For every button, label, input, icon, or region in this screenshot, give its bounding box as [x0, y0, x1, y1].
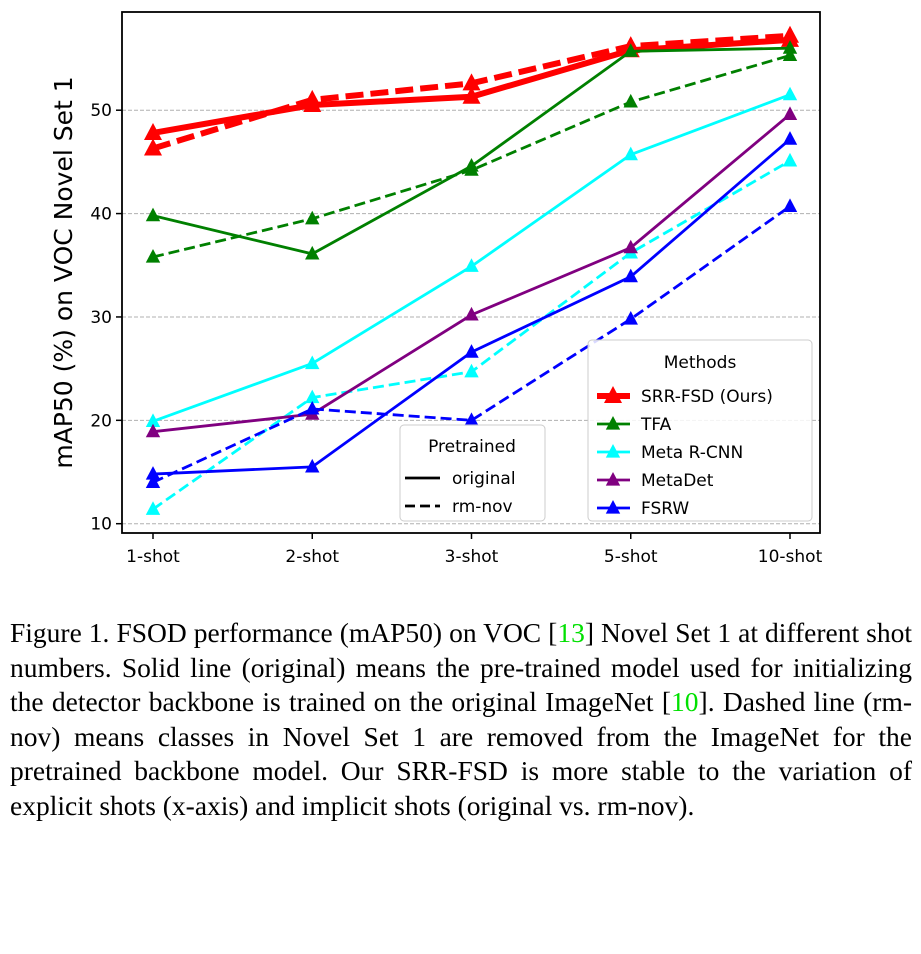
data-point: [623, 239, 638, 254]
plot-frame: [121, 11, 821, 534]
legend-label: original: [452, 469, 516, 489]
data-point: [464, 258, 479, 272]
legend-marker: [605, 472, 621, 486]
x-tick-label: 10-shot: [758, 547, 823, 567]
legend-label: FSRW: [641, 499, 689, 519]
data-point: [305, 400, 320, 415]
data-point: [305, 245, 320, 260]
data-point: [145, 474, 161, 488]
x-tick-label: 5-shot: [604, 547, 658, 567]
data-point: [305, 458, 320, 473]
data-point: [464, 162, 479, 176]
legend-pretrained: Pretrained original rm-nov: [399, 424, 546, 522]
data-point: [782, 86, 798, 101]
citation-link[interactable]: 13: [557, 617, 585, 648]
data-point: [305, 389, 320, 404]
y-tick-label: 20: [90, 411, 112, 431]
x-tick-label: 3-shot: [445, 547, 499, 567]
legend-label: TFA: [640, 415, 672, 435]
data-point: [145, 207, 161, 222]
data-point: [144, 138, 162, 156]
data-point: [782, 131, 798, 145]
data-point: [464, 363, 479, 378]
data-point: [782, 152, 798, 167]
data-point: [782, 47, 798, 62]
legend-marker: [605, 416, 621, 430]
data-point: [144, 122, 162, 140]
data-point: [145, 501, 161, 515]
data-point: [464, 306, 479, 321]
data-point: [782, 40, 798, 54]
data-point: [462, 73, 481, 91]
series-line-fsrw-rm-nov: [152, 205, 791, 484]
figure-caption: Figure 1. FSOD performance (mAP50) on VO…: [10, 616, 912, 823]
legend-box: [587, 339, 813, 522]
x-tick-label: 1-shot: [126, 547, 180, 567]
x-tick-label: 2-shot: [285, 547, 339, 567]
data-point: [623, 311, 638, 325]
legend-box: [399, 424, 546, 522]
caption-text: Figure 1. FSOD performance (mAP50) on VO…: [10, 617, 558, 648]
data-point: [145, 413, 161, 427]
y-axis-label: mAP50 (%) on VOC Novel Set 1: [49, 76, 78, 468]
line-chart: 10 20 30 40 50 1-shot 2-shot 3-shot 5-shot 10-sho…: [49, 11, 823, 567]
y-tick-label: 50: [90, 101, 112, 121]
legend-marker: [604, 386, 622, 403]
legend-label: rm-nov: [452, 497, 513, 517]
legend-marker: [605, 444, 621, 458]
data-point: [464, 344, 479, 358]
legend-marker: [605, 500, 621, 514]
data-point: [145, 423, 161, 438]
y-tick-label: 10: [90, 515, 112, 535]
data-point: [781, 25, 799, 43]
legend-title: Pretrained: [428, 437, 516, 457]
data-point: [305, 210, 320, 225]
data-point: [305, 355, 320, 370]
data-point: [782, 198, 798, 212]
data-point: [464, 412, 479, 426]
data-point: [145, 466, 161, 480]
caption-text: ]. Dashed line (rm-nov) means classes in…: [10, 686, 913, 821]
legend-methods: Methods SRR-FSD (Ours) TFA Meta R-CNN MetaDe…: [587, 339, 813, 522]
legend-label: MetaDet: [641, 471, 714, 491]
data-point: [462, 86, 481, 104]
data-point: [145, 248, 161, 263]
legend-title: Methods: [664, 353, 737, 373]
data-point: [623, 268, 638, 283]
caption-text: ] Novel Set 1 at different shot numbers.…: [10, 617, 912, 717]
data-point: [782, 106, 798, 120]
citation-link[interactable]: 10: [671, 686, 699, 717]
y-tick-label: 40: [90, 205, 112, 225]
y-tick-label: 30: [90, 308, 112, 328]
data-point: [623, 43, 638, 57]
data-point: [623, 146, 638, 161]
legend-label: Meta R-CNN: [641, 443, 743, 463]
data-point: [623, 93, 638, 108]
legend-label: SRR-FSD (Ours): [641, 387, 773, 407]
data-point: [303, 89, 322, 107]
